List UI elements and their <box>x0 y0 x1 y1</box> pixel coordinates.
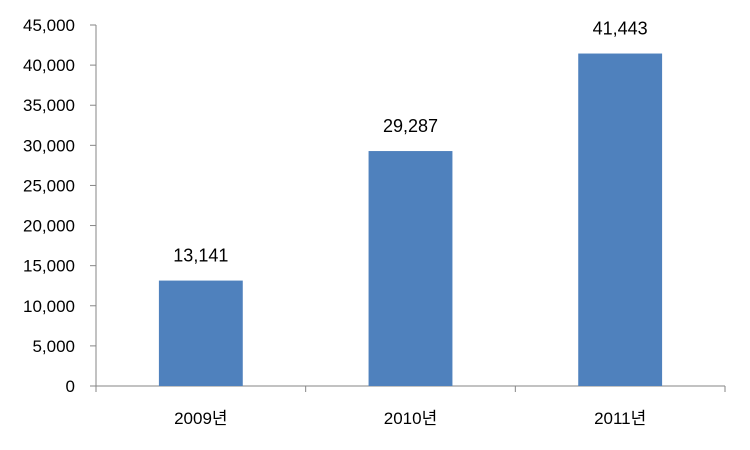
y-tick-label: 15,000 <box>23 257 75 276</box>
data-label: 41,443 <box>593 19 648 39</box>
y-tick-label: 30,000 <box>23 136 75 155</box>
y-tick-label: 5,000 <box>32 337 75 356</box>
x-tick-label: 2010년 <box>384 409 437 428</box>
x-tick-label: 2011년 <box>594 409 646 428</box>
y-tick-label: 35,000 <box>23 96 75 115</box>
y-tick-label: 20,000 <box>23 217 75 236</box>
y-axis: 0 5,000 10,000 15,000 20,000 25,000 30,000 35,0… <box>23 16 97 396</box>
bar <box>368 151 453 386</box>
y-tick-label: 25,000 <box>23 176 75 195</box>
y-tick-label: 40,000 <box>23 56 75 75</box>
bar <box>578 53 663 387</box>
x-tick-label: 2009년 <box>174 409 227 428</box>
y-tick-label: 10,000 <box>23 297 75 316</box>
bar <box>158 280 243 386</box>
bars <box>158 53 663 387</box>
y-tick-label: 45,000 <box>23 16 75 35</box>
x-axis: 2009년 2010년 2011년 <box>95 385 726 428</box>
data-label: 29,287 <box>383 116 438 136</box>
data-label: 13,141 <box>173 246 228 266</box>
y-tick-label: 0 <box>66 377 75 396</box>
data-labels: 13,141 29,287 41,443 <box>173 19 647 266</box>
